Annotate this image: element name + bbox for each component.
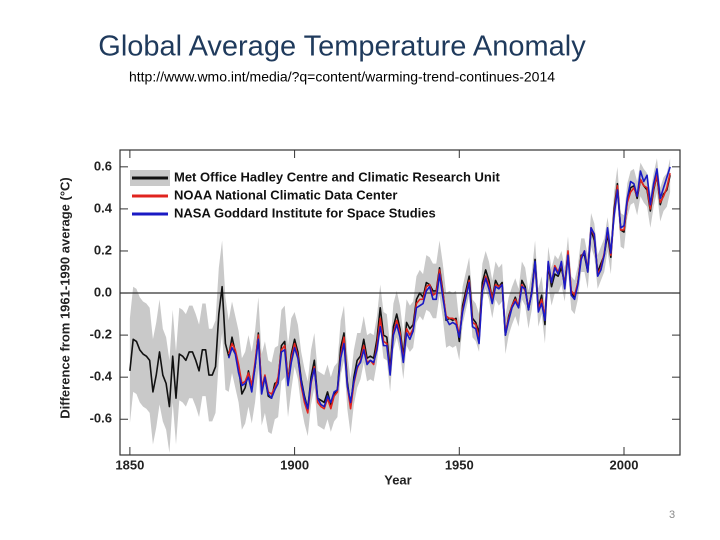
x-tick-label: 1850 — [115, 457, 144, 472]
legend-entry: NOAA National Climatic Data Center — [174, 187, 397, 202]
y-tick-label: -0.2 — [90, 327, 112, 342]
plot-frame — [119, 149, 681, 456]
slide-title: Global Average Temperature Anomaly — [98, 31, 586, 63]
page-number: 3 — [669, 509, 675, 521]
legend-entry: NASA Goddard Institute for Space Studies — [174, 205, 436, 220]
source-url: http://www.wmo.int/media/?q=content/warm… — [129, 69, 555, 85]
x-axis-label: Year — [384, 472, 411, 487]
x-tick-label: 2000 — [610, 457, 639, 472]
y-tick-label: -0.6 — [90, 411, 112, 426]
legend-entry: Met Office Hadley Centre and Climatic Re… — [174, 169, 500, 184]
x-tick-label: 1950 — [445, 457, 474, 472]
series-line — [227, 166, 671, 410]
x-tick-label: 1900 — [280, 457, 309, 472]
y-axis-label: Difference from 1961-1990 average (°C) — [57, 177, 72, 418]
y-tick-label: 0.6 — [94, 158, 112, 173]
y-tick-label: 0.4 — [94, 200, 113, 215]
plot-area: -0.6 -0.4 -0.2 0.0 0.2 0.4 0.6 1850 1900 1950 2000… — [90, 149, 681, 472]
y-tick-label: 0.2 — [94, 242, 112, 257]
y-tick-label: 0.0 — [94, 284, 112, 299]
y-tick-label: -0.4 — [90, 369, 113, 384]
uncertainty-band — [129, 158, 671, 453]
